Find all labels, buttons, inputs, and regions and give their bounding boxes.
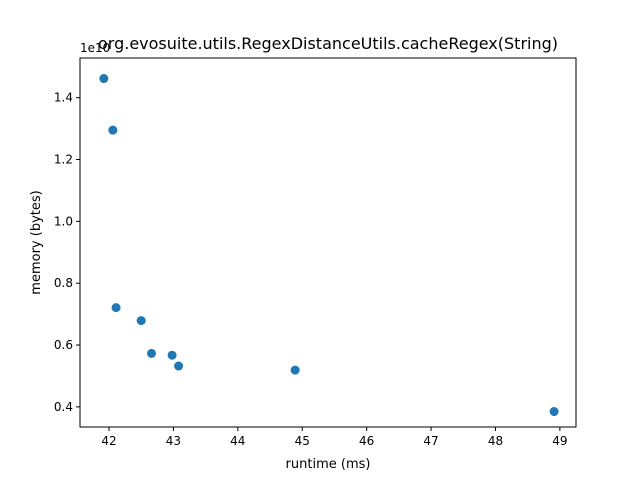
data-point-8: [290, 365, 300, 375]
data-point-4: [136, 316, 146, 326]
x-tick-label-49: 49: [552, 434, 567, 448]
x-tick-label-43: 43: [166, 434, 181, 448]
data-points: [99, 74, 559, 417]
y-tick-label-3: 1.0: [54, 214, 73, 228]
data-point-5: [147, 348, 157, 358]
y-axis-offset-label: 1e10: [80, 41, 110, 55]
x-axis-label: runtime (ms): [286, 457, 371, 472]
y-tick-label-2: 0.8: [54, 276, 73, 290]
data-point-2: [108, 125, 118, 135]
data-point-7: [174, 361, 184, 371]
plot-frame: [79, 57, 577, 428]
x-tick-label-48: 48: [488, 434, 503, 448]
y-tick-label-4: 1.2: [54, 153, 73, 167]
x-tick-label-42: 42: [101, 434, 116, 448]
x-tick-label-46: 46: [359, 434, 374, 448]
y-tick-label-0: 0.4: [54, 400, 73, 414]
data-point-3: [111, 303, 121, 313]
data-point-9: [549, 407, 559, 417]
chart-title: org.evosuite.utils.RegexDistanceUtils.ca…: [98, 34, 558, 53]
data-point-6: [167, 350, 177, 360]
y-tick-label-1: 0.6: [54, 338, 73, 352]
data-point-1: [99, 74, 109, 84]
x-axis-ticks: 42 43 44 45 46 47 48 49: [101, 427, 568, 448]
x-tick-label-45: 45: [295, 434, 310, 448]
x-tick-label-47: 47: [423, 434, 438, 448]
y-tick-label-5: 1.4: [54, 91, 73, 105]
y-axis-label: memory (bytes): [29, 190, 44, 294]
x-tick-label-44: 44: [230, 434, 245, 448]
y-axis-ticks: 0.4 0.6 0.8 1.0 1.2 1.4: [54, 91, 80, 414]
